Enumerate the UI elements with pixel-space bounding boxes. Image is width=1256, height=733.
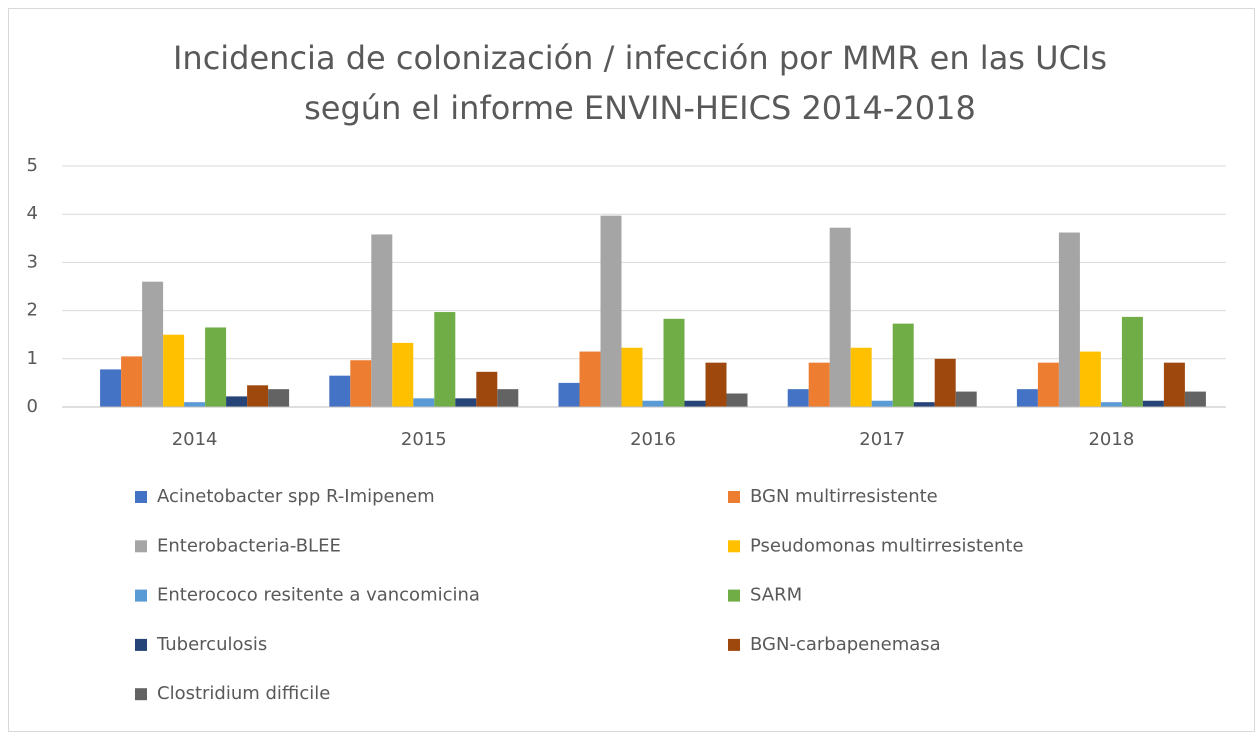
chart-title: Incidencia de colonización / infección p…	[173, 39, 1107, 77]
bar	[684, 400, 706, 407]
x-tick-label: 2018	[1088, 429, 1134, 450]
bar	[850, 347, 872, 407]
bar	[100, 369, 122, 407]
bar	[226, 396, 248, 407]
bar	[476, 371, 498, 407]
legend-swatch	[728, 638, 740, 651]
bar	[663, 318, 685, 407]
y-tick-label: 5	[27, 155, 38, 176]
legend-label: Acinetobacter spp R-Imipenem	[157, 486, 435, 507]
bar	[600, 215, 622, 407]
bar	[329, 375, 351, 407]
bar	[121, 356, 143, 407]
bar	[1163, 362, 1185, 407]
legend-label: Clostridium difficile	[157, 683, 330, 704]
bar	[1037, 362, 1059, 407]
y-tick-label: 2	[27, 300, 38, 321]
legend-swatch	[135, 688, 147, 701]
bar	[205, 327, 227, 407]
bar	[434, 312, 456, 407]
bar	[787, 389, 809, 407]
legend-swatch	[728, 540, 740, 553]
legend-label: Enterobacteria-BLEE	[157, 535, 341, 556]
legend-label: Enterococo resitente a vancomicina	[157, 585, 480, 606]
bar	[1121, 316, 1143, 407]
bar	[642, 400, 664, 407]
bar	[892, 323, 914, 407]
bar	[350, 360, 372, 407]
bar	[1142, 400, 1164, 407]
bar	[955, 391, 977, 407]
legend-swatch	[135, 491, 147, 503]
legend-swatch	[135, 638, 147, 651]
bar	[268, 389, 290, 407]
legend-label: Pseudomonas multirresistente	[750, 535, 1024, 556]
legend-swatch	[135, 589, 147, 602]
bar	[455, 398, 477, 407]
bar	[1058, 232, 1080, 407]
bar	[705, 362, 727, 407]
x-tick-label: 2015	[401, 429, 447, 450]
bar	[913, 402, 935, 407]
y-tick-label: 0	[27, 396, 38, 417]
bar	[1184, 391, 1206, 407]
bar	[726, 393, 748, 407]
legend-label: BGN multirresistente	[750, 486, 938, 507]
bar	[934, 358, 956, 407]
legend-swatch	[728, 491, 740, 503]
bar	[497, 389, 519, 407]
y-tick-label: 1	[27, 348, 38, 369]
bar	[558, 382, 580, 407]
bar	[829, 227, 851, 407]
bar	[871, 400, 893, 407]
y-tick-label: 3	[27, 251, 38, 272]
legend-swatch	[135, 540, 147, 553]
x-tick-label: 2017	[859, 429, 905, 450]
bar	[1016, 389, 1038, 407]
x-tick-label: 2016	[630, 429, 676, 450]
legend-label: BGN-carbapenemasa	[750, 634, 941, 655]
bar	[371, 234, 393, 407]
chart-title: según el informe ENVIN-HEICS 2014-2018	[304, 89, 976, 127]
bar	[621, 347, 643, 407]
bar	[808, 362, 830, 407]
bar	[392, 342, 414, 407]
bar	[184, 402, 206, 407]
bar	[163, 334, 185, 407]
legend-label: SARM	[750, 585, 802, 606]
legend-swatch	[728, 589, 740, 602]
x-tick-label: 2014	[172, 429, 218, 450]
bar	[579, 351, 601, 407]
bar	[1100, 402, 1122, 407]
bar	[1079, 351, 1101, 407]
bar	[142, 281, 164, 407]
bar	[247, 385, 269, 407]
y-tick-label: 4	[27, 203, 38, 224]
bar	[413, 398, 435, 407]
legend-label: Tuberculosis	[156, 634, 267, 655]
